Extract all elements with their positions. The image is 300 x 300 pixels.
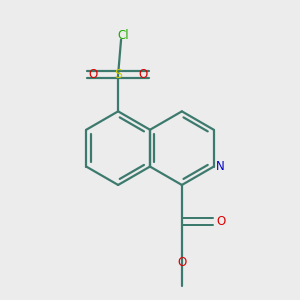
Text: N: N <box>216 160 225 173</box>
Text: O: O <box>138 68 147 81</box>
Text: O: O <box>177 256 187 269</box>
Text: Cl: Cl <box>117 29 129 42</box>
Text: O: O <box>217 215 226 228</box>
Text: O: O <box>89 68 98 81</box>
Text: S: S <box>114 68 122 81</box>
